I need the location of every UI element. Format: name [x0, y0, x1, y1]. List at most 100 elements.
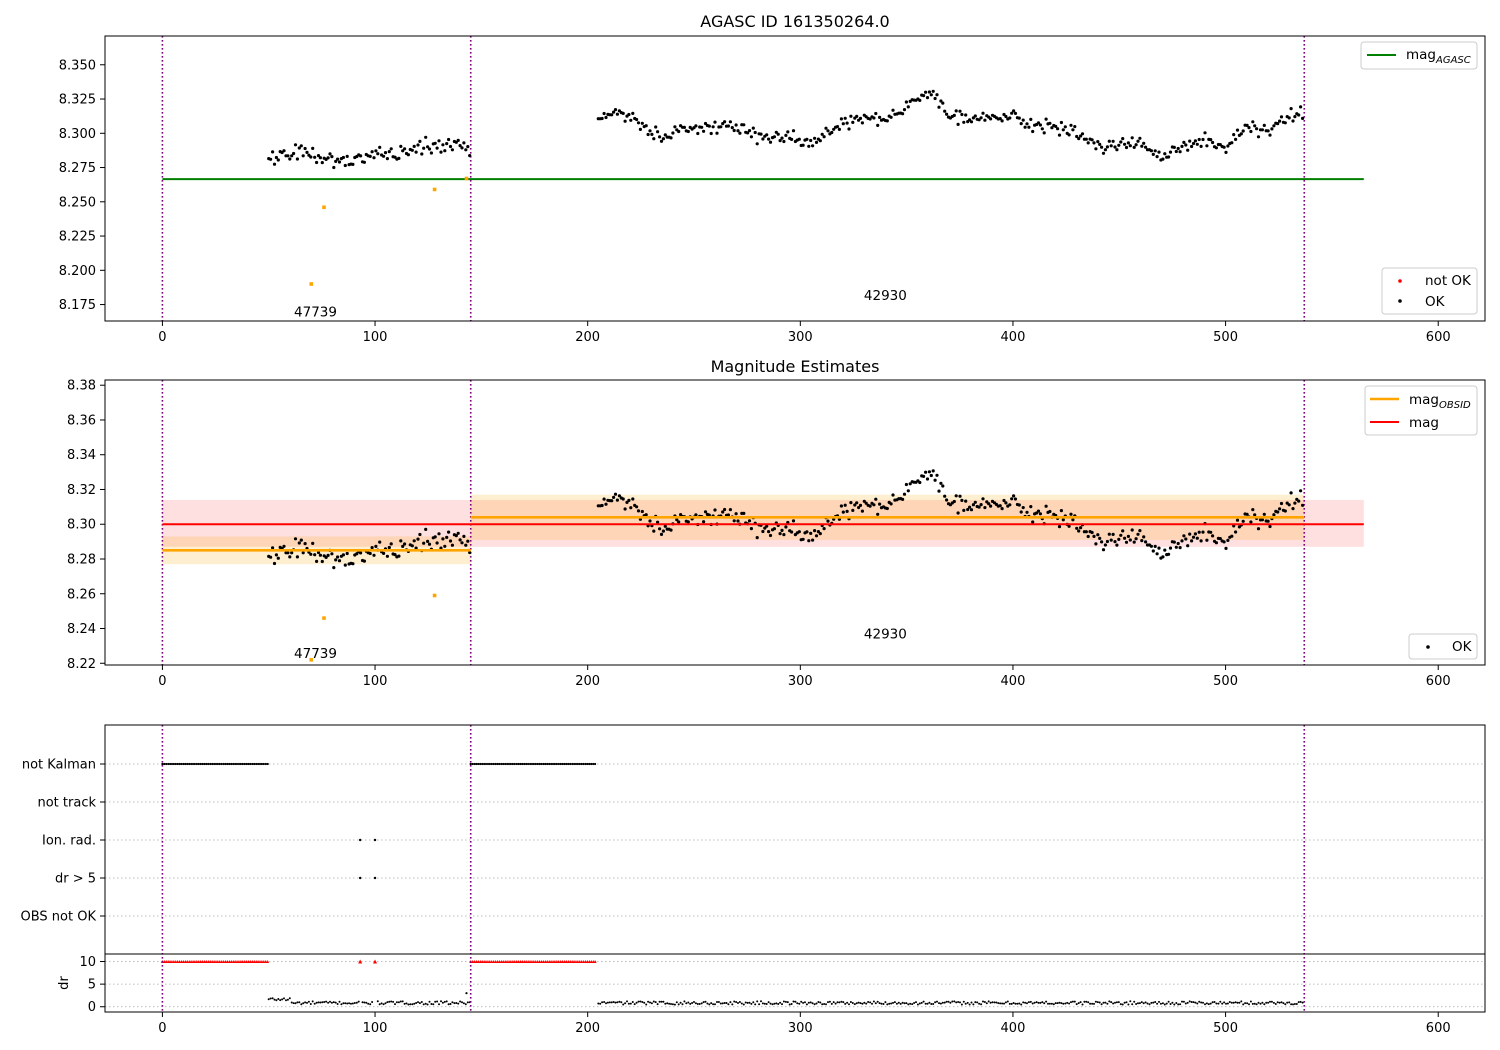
dr-over-limit-marker — [476, 960, 480, 964]
ok-data-point — [805, 137, 809, 141]
dr-point — [1257, 1001, 1260, 1004]
dr-point — [1280, 1001, 1283, 1004]
dr-point — [769, 1002, 772, 1005]
ok-data-point — [1031, 129, 1035, 134]
ok-data-point — [1234, 137, 1238, 141]
dr-point — [1236, 1001, 1239, 1004]
dr-point — [1154, 1001, 1157, 1003]
flag-point — [483, 762, 486, 766]
ok-data-point — [646, 132, 650, 137]
dr-point — [813, 1003, 816, 1006]
ok-data-point — [1010, 111, 1014, 115]
ok-data-point — [337, 160, 342, 164]
ok-data-point — [625, 500, 629, 504]
ok-data-point — [713, 120, 717, 124]
dr-point — [382, 1003, 385, 1006]
flag-point — [550, 762, 553, 766]
ok-data-point — [1283, 121, 1287, 125]
ok-data-point — [719, 125, 723, 129]
ok-data-point — [763, 526, 767, 530]
ok-data-point — [368, 154, 372, 158]
flag-point — [532, 762, 536, 766]
ok-data-point — [780, 528, 784, 533]
dr-point — [844, 1002, 847, 1005]
dr-point — [1045, 1000, 1048, 1003]
dr-over-limit-marker — [195, 960, 199, 964]
ok-data-point — [711, 125, 715, 129]
ok-data-point — [686, 129, 690, 134]
ok-data-point — [1253, 124, 1257, 128]
dr-point — [712, 1003, 715, 1006]
flag-point — [573, 762, 576, 766]
ok-data-point — [610, 113, 614, 117]
flag-point — [479, 762, 482, 766]
ok-data-point — [1029, 505, 1033, 509]
ok-data-point — [1182, 534, 1186, 538]
dr-point — [1159, 1002, 1162, 1005]
dr-point — [1261, 1001, 1264, 1004]
ok-data-point — [1268, 524, 1272, 529]
dr-point — [313, 1002, 316, 1005]
ok-data-point — [1155, 552, 1159, 556]
x-tick-label: 200 — [575, 1021, 600, 1036]
dr-point — [1081, 1003, 1084, 1006]
ok-data-point — [939, 99, 943, 103]
ok-data-point — [1287, 503, 1291, 507]
ok-data-point — [1193, 139, 1197, 143]
ok-data-point — [1301, 503, 1305, 507]
ok-data-point — [1061, 128, 1065, 132]
flag-point — [193, 762, 196, 766]
ok-data-point — [1130, 136, 1134, 140]
ok-data-point — [1195, 142, 1199, 146]
ok-data-point — [1092, 534, 1096, 539]
dr-point — [1001, 1002, 1004, 1005]
legend-mag-obsid-label: magOBSID — [1409, 392, 1471, 411]
x-tick-label: 300 — [788, 330, 813, 345]
ok-data-point — [389, 542, 393, 546]
panel-flags-frame — [104, 724, 1486, 1013]
ok-data-point — [1059, 509, 1063, 513]
dr-point — [325, 1000, 328, 1003]
ok-data-point — [426, 539, 430, 544]
ok-data-point — [299, 144, 303, 148]
ok-data-point — [855, 114, 859, 118]
dr-over-limit-marker — [488, 960, 492, 964]
dr-over-limit-marker — [536, 960, 540, 964]
ok-data-point — [730, 126, 734, 130]
flag-point — [588, 762, 591, 766]
ok-data-point — [1123, 142, 1127, 146]
dr-over-limit-marker — [545, 960, 549, 964]
dr-point — [859, 1002, 862, 1005]
dr-point — [461, 1001, 463, 1004]
ok-data-point — [927, 90, 932, 94]
ok-data-point — [269, 555, 273, 559]
dr-point — [951, 1000, 954, 1003]
dr-point — [721, 1002, 724, 1005]
y-tick-label: 8.24 — [67, 622, 96, 637]
dr-point — [1234, 1001, 1237, 1004]
dr-over-limit-marker — [515, 960, 519, 964]
ok-data-point — [721, 510, 725, 514]
ok-data-point — [1253, 513, 1257, 517]
dr-point — [418, 1002, 421, 1005]
ok-data-point — [635, 505, 639, 509]
dr-point — [462, 1002, 465, 1005]
dr-point — [761, 1002, 764, 1005]
dr-point — [1114, 1001, 1116, 1004]
ok-data-point — [857, 506, 861, 510]
flag-point — [266, 762, 269, 766]
ok-data-point — [1262, 123, 1266, 127]
dr-over-limit-marker — [164, 960, 168, 964]
ok-data-point — [755, 536, 759, 540]
dr-over-limit-marker — [503, 960, 507, 964]
dr-point — [658, 1000, 661, 1003]
ok-data-point — [1279, 115, 1284, 119]
ok-data-point — [1188, 139, 1192, 143]
ok-data-point — [422, 541, 426, 545]
ok-data-point — [359, 551, 363, 555]
ok-data-point — [372, 553, 376, 557]
dr-point — [1064, 1002, 1067, 1005]
ok-data-point — [309, 155, 313, 159]
ok-data-point — [1178, 150, 1182, 154]
ok-data-point — [824, 126, 828, 130]
